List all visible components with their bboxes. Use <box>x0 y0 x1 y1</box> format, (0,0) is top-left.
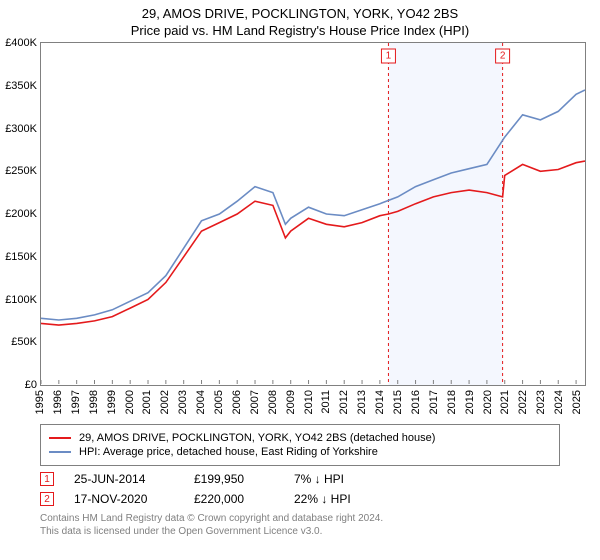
x-tick-label: 2004 <box>195 390 207 414</box>
x-tick-label: 2005 <box>213 390 225 414</box>
x-axis: 1995199619971998199920002001200220032004… <box>40 386 586 424</box>
x-tick-label: 2020 <box>482 390 494 414</box>
x-tick-label: 2008 <box>267 390 279 414</box>
legend-item: 29, AMOS DRIVE, POCKLINGTON, YORK, YO42 … <box>49 432 551 444</box>
x-tick-label: 2025 <box>571 390 583 414</box>
x-tick-label: 2016 <box>410 390 422 414</box>
x-tick-label: 1997 <box>70 390 82 414</box>
chart-title: 29, AMOS DRIVE, POCKLINGTON, YORK, YO42 … <box>0 0 600 21</box>
x-tick-label: 2011 <box>320 390 332 414</box>
legend-item: HPI: Average price, detached house, East… <box>49 446 551 458</box>
x-tick-label: 2022 <box>517 390 529 414</box>
y-tick-label: £300K <box>5 123 37 135</box>
x-tick-label: 2007 <box>249 390 261 414</box>
y-tick-label: £150K <box>5 251 37 263</box>
x-tick-label: 1999 <box>106 390 118 414</box>
plot-area: £0£50K£100K£150K£200K£250K£300K£350K£400… <box>40 42 586 386</box>
sale-date: 25-JUN-2014 <box>74 472 194 486</box>
sale-delta: 7% ↓ HPI <box>294 472 344 486</box>
legend-swatch <box>49 451 71 453</box>
sale-price: £199,950 <box>194 472 294 486</box>
legend-label: 29, AMOS DRIVE, POCKLINGTON, YORK, YO42 … <box>79 432 435 444</box>
sale-marker: 1 <box>40 472 54 486</box>
x-tick-label: 2019 <box>464 390 476 414</box>
x-tick-label: 1996 <box>52 390 64 414</box>
sale-marker: 2 <box>40 492 54 506</box>
x-tick-label: 2024 <box>553 390 565 414</box>
x-tick-label: 2010 <box>303 390 315 414</box>
y-tick-label: £350K <box>5 80 37 92</box>
legend: 29, AMOS DRIVE, POCKLINGTON, YORK, YO42 … <box>40 424 560 466</box>
sale-date: 17-NOV-2020 <box>74 492 194 506</box>
legend-label: HPI: Average price, detached house, East… <box>79 446 378 458</box>
x-tick-label: 2001 <box>141 390 153 414</box>
sale-delta: 22% ↓ HPI <box>294 492 351 506</box>
sale-price: £220,000 <box>194 492 294 506</box>
x-tick-label: 2017 <box>428 390 440 414</box>
x-tick-label: 2003 <box>177 390 189 414</box>
sale-row: 2 17-NOV-2020£220,00022% ↓ HPI <box>40 492 560 506</box>
svg-text:1: 1 <box>386 51 392 62</box>
x-tick-label: 2018 <box>446 390 458 414</box>
sales-table: 1 25-JUN-2014£199,9507% ↓ HPI 2 17-NOV-2020… <box>40 472 560 506</box>
y-tick-label: £250K <box>5 165 37 177</box>
x-tick-label: 2009 <box>285 390 297 414</box>
chart-subtitle: Price paid vs. HM Land Registry's House … <box>0 21 600 42</box>
y-tick-label: £400K <box>5 37 37 49</box>
y-tick-label: £100K <box>5 294 37 306</box>
x-tick-label: 2021 <box>499 390 511 414</box>
x-tick-label: 2002 <box>159 390 171 414</box>
x-tick-label: 2000 <box>124 390 136 414</box>
sale-row: 1 25-JUN-2014£199,9507% ↓ HPI <box>40 472 560 486</box>
x-tick-label: 2012 <box>338 390 350 414</box>
x-tick-label: 1998 <box>88 390 100 414</box>
y-tick-label: £50K <box>11 336 37 348</box>
x-tick-label: 1995 <box>34 390 46 414</box>
x-tick-label: 2023 <box>535 390 547 414</box>
legend-swatch <box>49 437 71 439</box>
copyright: Contains HM Land Registry data © Crown c… <box>40 512 560 538</box>
chart-container: 29, AMOS DRIVE, POCKLINGTON, YORK, YO42 … <box>0 0 600 560</box>
svg-text:2: 2 <box>500 51 506 62</box>
x-tick-label: 2006 <box>231 390 243 414</box>
x-tick-label: 2015 <box>392 390 404 414</box>
y-tick-label: £200K <box>5 208 37 220</box>
x-tick-label: 2013 <box>356 390 368 414</box>
x-tick-label: 2014 <box>374 390 386 414</box>
